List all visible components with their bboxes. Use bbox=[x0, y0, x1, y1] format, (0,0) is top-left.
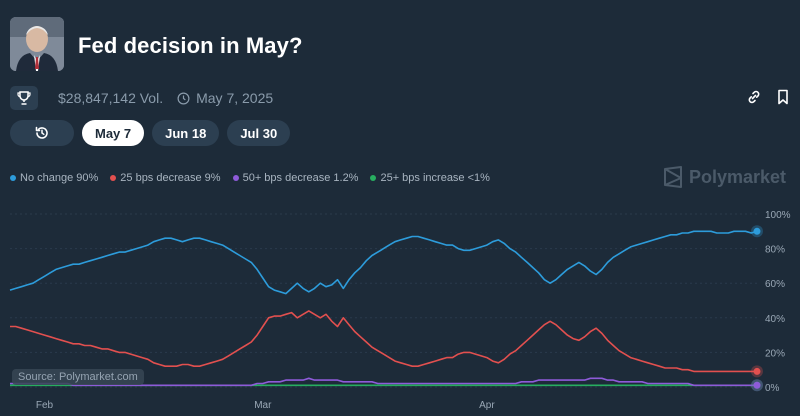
market-title: Fed decision in May? bbox=[78, 33, 303, 58]
y-tick-label: 100% bbox=[765, 210, 791, 221]
y-tick-label: 80% bbox=[765, 245, 785, 256]
chart-grid bbox=[10, 213, 760, 388]
volume-text: $28,847,142 Vol. bbox=[58, 90, 164, 106]
y-tick-label: 20% bbox=[765, 348, 785, 359]
series-end-dot bbox=[753, 227, 761, 235]
legend-label: 25 bps decrease 9% bbox=[120, 172, 221, 184]
trophy-icon bbox=[17, 91, 31, 105]
tab-jun-18[interactable]: Jun 18 bbox=[152, 120, 220, 146]
link-icon[interactable] bbox=[746, 89, 762, 105]
y-tick-label: 60% bbox=[765, 279, 785, 290]
legend-item-25bps-increase: 25+ bps increase <1% bbox=[370, 172, 490, 184]
source-label: Source: Polymarket.com bbox=[12, 369, 144, 385]
series-line-25-bps-decrease bbox=[10, 310, 757, 373]
x-tick-label: Feb bbox=[36, 400, 54, 411]
polymarket-watermark: Polymarket bbox=[663, 166, 786, 188]
avatar bbox=[10, 17, 64, 71]
chart-legend: No change 90% 25 bps decrease 9% 50+ bps… bbox=[10, 172, 490, 184]
y-axis: 100% 80% 60% 40% 20% 0% bbox=[765, 210, 791, 394]
date-tabs: May 7 Jun 18 Jul 30 bbox=[10, 120, 291, 146]
y-tick-label: 0% bbox=[765, 383, 780, 394]
legend-dot bbox=[370, 175, 377, 181]
legend-dot bbox=[10, 175, 16, 181]
trophy-button[interactable] bbox=[10, 86, 38, 110]
legend-dot bbox=[110, 175, 117, 181]
y-tick-label: 40% bbox=[765, 314, 785, 325]
tab-jul-30[interactable]: Jul 30 bbox=[227, 120, 291, 146]
series-end-dot bbox=[753, 367, 761, 375]
x-tick-label: Mar bbox=[254, 400, 272, 411]
legend-label: No change 90% bbox=[20, 172, 99, 184]
chart-endpoints bbox=[751, 225, 763, 392]
series-end-dot bbox=[753, 381, 761, 389]
tab-may-7[interactable]: May 7 bbox=[82, 120, 145, 146]
legend-label: 50+ bps decrease 1.2% bbox=[242, 172, 359, 184]
legend-item-no-change: No change 90% bbox=[10, 172, 98, 184]
watermark-text: Polymarket bbox=[688, 166, 786, 187]
history-icon bbox=[35, 126, 48, 139]
legend-label: 25+ bps increase <1% bbox=[380, 172, 490, 184]
legend-item-25bps-decrease: 25 bps decrease 9% bbox=[110, 172, 221, 184]
legend-item-50bps-decrease: 50+ bps decrease 1.2% bbox=[232, 172, 359, 184]
market-actions bbox=[746, 89, 790, 105]
x-tick-label: Apr bbox=[479, 400, 495, 411]
legend-dot bbox=[232, 175, 239, 181]
price-chart[interactable]: 100% 80% 60% 40% 20% 0% Feb Mar Apr bbox=[0, 200, 800, 416]
clock-icon bbox=[177, 92, 190, 104]
series-line-50-bps-decrease bbox=[10, 377, 757, 387]
end-date: May 7, 2025 bbox=[177, 90, 273, 106]
market-meta: $28,847,142 Vol. May 7, 2025 bbox=[10, 86, 273, 110]
series-line-no-change bbox=[9, 230, 758, 295]
chart-lines bbox=[9, 230, 758, 387]
history-button[interactable] bbox=[10, 120, 74, 146]
end-date-text: May 7, 2025 bbox=[196, 90, 274, 106]
polymarket-logo-icon bbox=[663, 166, 682, 188]
bookmark-icon[interactable] bbox=[776, 89, 790, 105]
x-axis: Feb Mar Apr bbox=[36, 400, 496, 411]
